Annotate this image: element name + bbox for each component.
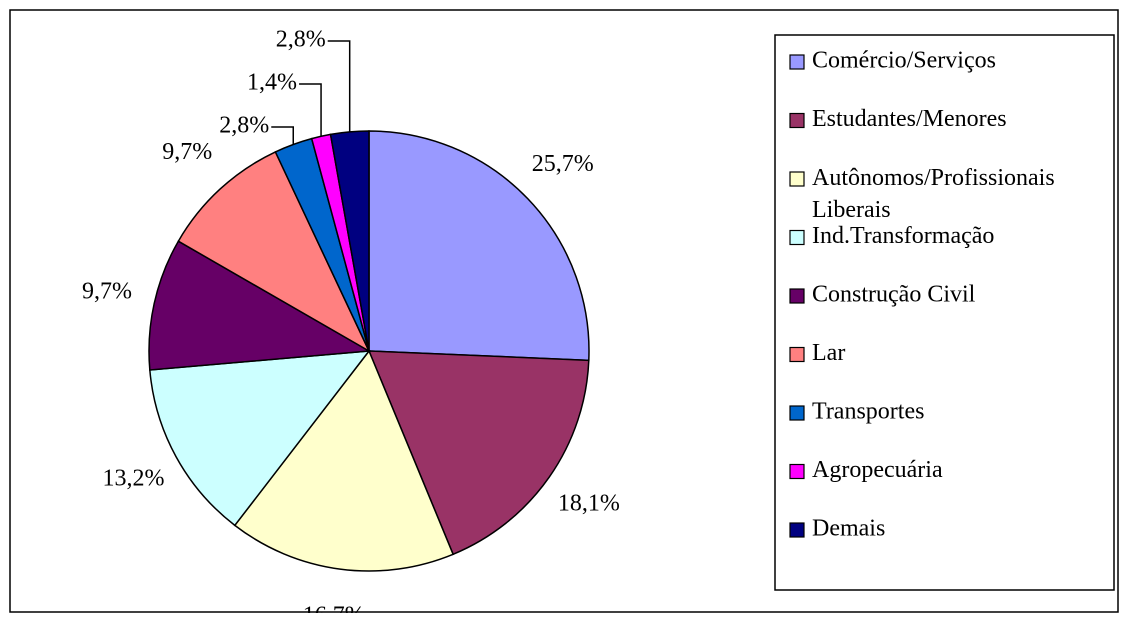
legend-swatch (789, 522, 805, 538)
leader-line (327, 40, 351, 132)
legend-box (774, 34, 1115, 591)
legend-swatch (789, 112, 805, 129)
pie-slice (148, 240, 372, 371)
data-label: 16,7% (303, 603, 365, 613)
pie-slice (233, 349, 455, 572)
legend-label: Agropecuária (812, 457, 943, 483)
data-label: 18,1% (558, 490, 620, 516)
legend-label: Transportes (812, 399, 924, 425)
data-label: 13,2% (103, 465, 165, 491)
legend-swatch (789, 288, 805, 304)
legend-label: Lar (812, 340, 845, 366)
data-label: 9,7% (82, 278, 132, 304)
leader-line (271, 126, 295, 145)
data-label: 9,7% (162, 139, 212, 165)
legend-label: Comércio/Serviços (812, 48, 996, 74)
legend-label: Demais (812, 516, 885, 542)
pie-slice (368, 130, 590, 362)
data-label: 1,4% (247, 70, 297, 96)
data-label: 2,8% (276, 27, 326, 53)
legend-swatch (789, 229, 805, 246)
legend-label: Construção Civil (812, 282, 976, 308)
leader-line (299, 83, 322, 137)
legend-swatch (789, 463, 805, 480)
legend-swatch (789, 346, 805, 363)
pie-slice (177, 150, 371, 353)
legend-swatch (789, 405, 805, 421)
pie-slice (149, 350, 371, 527)
data-label: 25,7% (532, 151, 594, 177)
legend-label: Autônomos/Profissionais Liberais (812, 165, 1055, 223)
legend-swatch (789, 54, 805, 70)
legend-swatch (789, 171, 805, 187)
data-label: 2,8% (219, 113, 269, 139)
legend-label: Estudantes/Menores (812, 106, 1007, 132)
legend-label: Ind.Transformação (812, 223, 994, 249)
pie-slice (367, 350, 590, 556)
